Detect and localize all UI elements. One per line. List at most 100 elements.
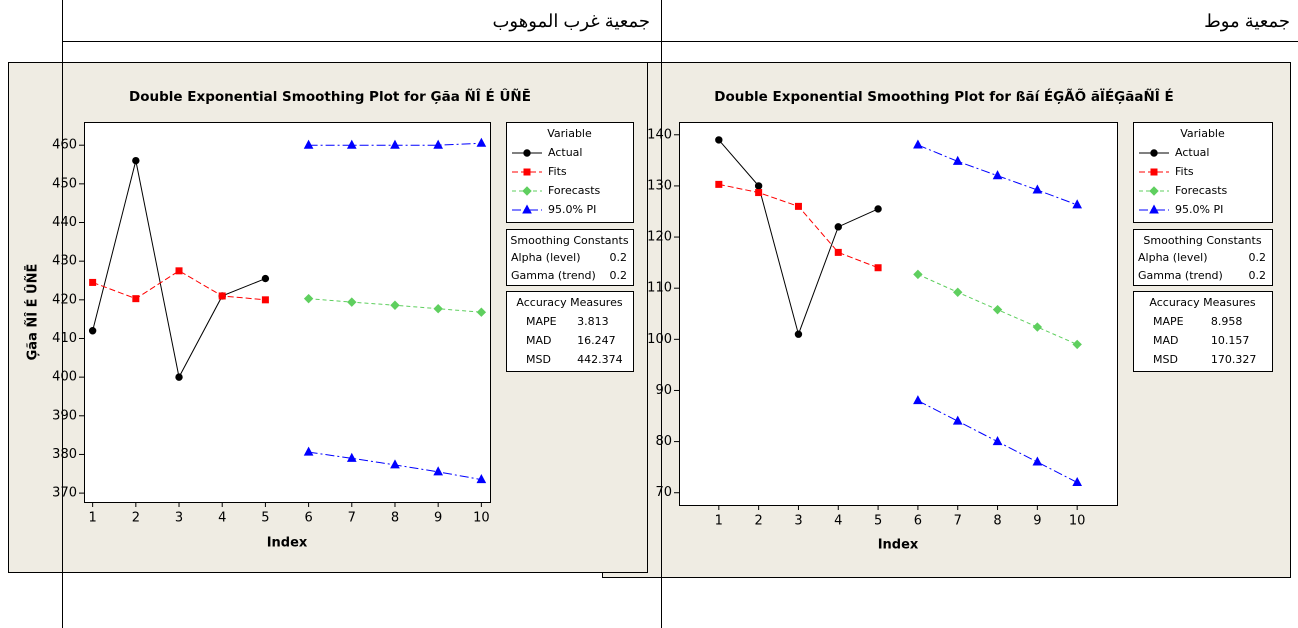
point xyxy=(992,436,1003,446)
x-tick-label: 5 xyxy=(874,514,882,529)
y-tick-label: 370 xyxy=(52,486,77,501)
legend-label: 95.0% PI xyxy=(548,203,596,216)
accuracy-box xyxy=(1133,291,1273,372)
x-tick-label: 7 xyxy=(954,514,962,529)
legend-label: Forecasts xyxy=(1175,184,1228,197)
point xyxy=(1150,149,1158,157)
point xyxy=(433,139,444,149)
accuracy-label: MSD xyxy=(1153,353,1178,366)
point xyxy=(715,180,723,188)
x-tick-label: 10 xyxy=(473,511,490,526)
point xyxy=(992,170,1003,180)
smoothing-title: Smoothing Constants xyxy=(1143,234,1261,247)
accuracy-value: 170.327 xyxy=(1211,353,1257,366)
y-tick-label: 450 xyxy=(52,176,77,191)
legend-title: Variable xyxy=(547,127,592,140)
point xyxy=(1072,339,1082,350)
smoothing-value: 0.2 xyxy=(1249,251,1267,264)
point xyxy=(1032,456,1043,466)
y-tick-label: 70 xyxy=(655,485,672,500)
smoothing-box xyxy=(506,229,634,286)
y-tick-label: 100 xyxy=(647,332,672,347)
y-tick-label: 120 xyxy=(647,230,672,245)
point xyxy=(346,452,357,462)
point xyxy=(476,474,487,484)
x-tick-label: 6 xyxy=(914,514,922,529)
x-tick-label: 5 xyxy=(261,511,269,526)
accuracy-value: 3.813 xyxy=(577,315,609,328)
point xyxy=(755,189,763,197)
legend-label: Actual xyxy=(1175,146,1209,159)
x-tick-label: 1 xyxy=(715,514,723,529)
smoothing-label: Gamma (trend) xyxy=(511,269,596,282)
x-tick-label: 7 xyxy=(348,511,356,526)
y-tick-label: 80 xyxy=(655,434,672,449)
smoothing-value: 0.2 xyxy=(610,269,628,282)
point xyxy=(834,248,842,256)
x-tick-label: 4 xyxy=(218,511,226,526)
y-tick-label: 430 xyxy=(52,254,77,269)
accuracy-value: 8.958 xyxy=(1211,315,1243,328)
point xyxy=(390,139,400,149)
point xyxy=(303,293,314,304)
point xyxy=(347,297,357,307)
point xyxy=(261,274,270,283)
point xyxy=(1149,204,1159,214)
smoothing-box xyxy=(1133,229,1273,286)
y-tick-label: 140 xyxy=(647,127,672,142)
point xyxy=(1072,476,1083,487)
accuracy-label: MAD xyxy=(1153,334,1179,347)
accuracy-label: MAPE xyxy=(526,315,557,328)
smoothing-title: Smoothing Constants xyxy=(510,234,628,247)
chart-title: Double Exponential Smoothing Plot for Ģã… xyxy=(129,87,531,105)
x-tick-label: 2 xyxy=(754,514,762,529)
y-tick-label: 90 xyxy=(655,383,672,398)
x-tick-label: 6 xyxy=(304,511,312,526)
point xyxy=(754,182,763,190)
smoothing-label: Alpha (level) xyxy=(511,251,581,264)
point xyxy=(1150,168,1158,176)
point xyxy=(390,459,400,469)
accuracy-title: Accuracy Measures xyxy=(1149,296,1255,309)
y-axis-label: Ģãa ÑÎ É ÛÑĒ xyxy=(25,264,41,361)
x-tick-label: 10 xyxy=(1069,514,1086,529)
y-tick-label: 440 xyxy=(52,215,77,230)
point xyxy=(1072,199,1083,209)
x-tick-label: 3 xyxy=(794,514,802,529)
point xyxy=(88,327,97,335)
point xyxy=(834,223,842,231)
smoothing-label: Gamma (trend) xyxy=(1138,269,1223,282)
series-line xyxy=(92,270,266,301)
cell-header: جمعية موط xyxy=(1204,11,1290,32)
point xyxy=(1149,186,1159,196)
point xyxy=(715,136,723,144)
x-tick-label: 9 xyxy=(1033,514,1041,529)
accuracy-value: 10.157 xyxy=(1211,334,1250,347)
point xyxy=(433,466,444,476)
x-tick-label: 1 xyxy=(88,511,96,526)
point xyxy=(794,202,802,210)
point xyxy=(874,205,882,213)
y-tick-label: 420 xyxy=(52,292,77,307)
point xyxy=(913,139,923,149)
point xyxy=(303,139,314,149)
smoothing-value: 0.2 xyxy=(610,251,628,264)
x-tick-label: 8 xyxy=(391,511,399,526)
accuracy-label: MAPE xyxy=(1153,315,1184,328)
point xyxy=(132,156,140,165)
accuracy-value: 442.374 xyxy=(577,353,623,366)
point xyxy=(390,300,400,310)
legend-label: Forecasts xyxy=(548,184,601,197)
smoothing-value: 0.2 xyxy=(1249,269,1267,282)
chart: Double Exponential Smoothing Plot for ßã… xyxy=(602,62,1291,578)
y-tick-label: 110 xyxy=(647,281,672,296)
y-tick-label: 410 xyxy=(52,331,77,346)
cell-header: جمعية غرب الموهوب xyxy=(492,11,650,32)
x-axis-label: Index xyxy=(267,536,308,551)
point xyxy=(476,307,487,317)
point xyxy=(476,137,487,147)
point xyxy=(523,149,531,157)
point xyxy=(261,296,269,304)
chart-title: Double Exponential Smoothing Plot for ßã… xyxy=(714,87,1173,105)
